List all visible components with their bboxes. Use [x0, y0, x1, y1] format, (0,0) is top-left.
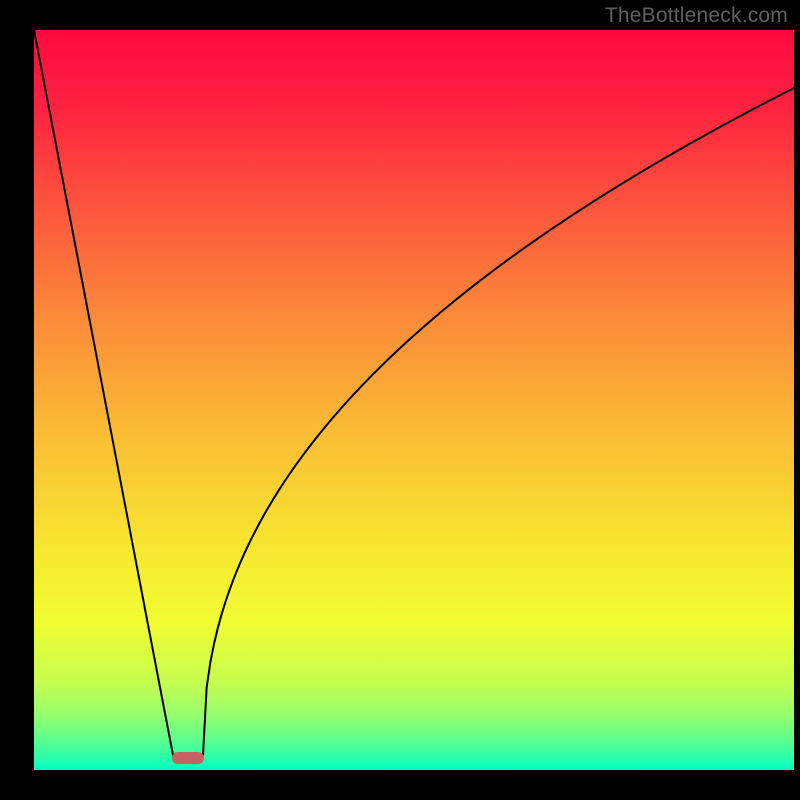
chart-svg — [0, 0, 800, 800]
watermark-text: TheBottleneck.com — [605, 4, 788, 28]
chart-container: TheBottleneck.com — [0, 0, 800, 800]
gradient-background — [34, 30, 794, 770]
minimum-marker — [172, 752, 204, 764]
